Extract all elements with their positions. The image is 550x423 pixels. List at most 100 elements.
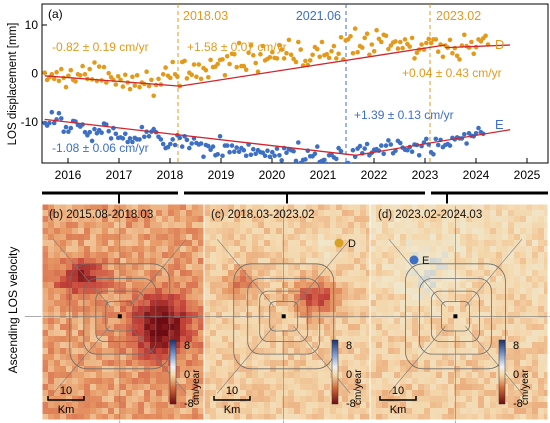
velocity-cell (204, 246, 210, 252)
data-point (352, 26, 358, 31)
data-point (447, 143, 453, 148)
velocity-cell (300, 390, 306, 396)
velocity-cell (294, 300, 300, 306)
velocity-cell (114, 396, 120, 402)
velocity-cell (180, 354, 186, 360)
velocity-cell (348, 258, 354, 264)
velocity-cell (150, 288, 156, 294)
velocity-cell (514, 348, 520, 354)
velocity-cell (228, 282, 234, 288)
data-point (196, 62, 202, 67)
velocity-cell (300, 414, 306, 420)
velocity-cell (336, 336, 342, 342)
map-panel-border (369, 203, 549, 421)
velocity-cell (270, 318, 276, 324)
velocity-cell (430, 252, 436, 258)
velocity-cell (342, 234, 348, 240)
velocity-cell (240, 330, 246, 336)
velocity-cell (132, 408, 138, 414)
velocity-cell (466, 282, 472, 288)
velocity-cell (418, 402, 424, 408)
velocity-cell (412, 240, 418, 246)
velocity-cell (330, 216, 336, 222)
velocity-cell (336, 390, 342, 396)
velocity-cell (400, 390, 406, 396)
velocity-cell (126, 342, 132, 348)
velocity-cell (436, 360, 442, 366)
velocity-cell (366, 378, 370, 384)
velocity-cell (354, 288, 360, 294)
velocity-cell (138, 270, 144, 276)
velocity-cell (108, 378, 114, 384)
velocity-cell (210, 348, 216, 354)
velocity-cell (114, 282, 120, 288)
velocity-cell (60, 336, 66, 342)
velocity-cell (424, 306, 430, 312)
velocity-cell (240, 312, 246, 318)
velocity-cell (150, 216, 156, 222)
velocity-cell (400, 414, 406, 420)
velocity-cell (180, 252, 186, 258)
velocity-cell (66, 204, 72, 210)
velocity-cell (382, 282, 388, 288)
velocity-cell (228, 390, 234, 396)
velocity-cell (394, 252, 400, 258)
radial-road (388, 325, 446, 394)
velocity-cell (312, 246, 318, 252)
velocity-cell (210, 246, 216, 252)
velocity-cell (78, 396, 84, 402)
velocity-cell (48, 306, 54, 312)
velocity-cell (282, 318, 288, 324)
velocity-cell (460, 276, 466, 282)
velocity-cell (138, 318, 144, 324)
velocity-cell (430, 246, 436, 252)
velocity-cell (544, 210, 548, 216)
velocity-cell (150, 270, 156, 276)
velocity-cell (466, 402, 472, 408)
velocity-cell (96, 312, 102, 318)
velocity-cell (126, 282, 132, 288)
velocity-cell (192, 258, 198, 264)
velocity-cell (144, 204, 150, 210)
velocity-cell (538, 264, 544, 270)
velocity-cell (400, 282, 406, 288)
velocity-cell (448, 252, 454, 258)
velocity-cell (114, 234, 120, 240)
velocity-cell (360, 252, 366, 258)
velocity-cell (168, 312, 174, 318)
velocity-cell (294, 240, 300, 246)
velocity-cell (222, 258, 228, 264)
velocity-cell (490, 366, 496, 372)
velocity-cell (282, 372, 288, 378)
velocity-cell (318, 408, 324, 414)
velocity-cell (360, 318, 366, 324)
velocity-cell (394, 348, 400, 354)
velocity-cell (198, 258, 204, 264)
velocity-cell (42, 336, 48, 342)
velocity-cell (484, 330, 490, 336)
velocity-cell (526, 384, 532, 390)
velocity-cell (42, 264, 48, 270)
velocity-cell (394, 294, 400, 300)
velocity-cell (246, 348, 252, 354)
data-point (210, 144, 216, 149)
velocity-cell (336, 264, 342, 270)
velocity-cell (508, 360, 514, 366)
velocity-cell (126, 396, 132, 402)
velocity-cell (138, 246, 144, 252)
velocity-cell (228, 324, 234, 330)
data-point (208, 147, 213, 152)
velocity-cell (394, 234, 400, 240)
velocity-cell (382, 402, 388, 408)
velocity-cell (436, 252, 442, 258)
velocity-cell (156, 300, 162, 306)
velocity-cell (508, 240, 514, 246)
data-point (215, 152, 220, 157)
velocity-cell (306, 384, 312, 390)
velocity-cell (366, 288, 370, 294)
velocity-cell (538, 396, 544, 402)
velocity-cell (526, 288, 532, 294)
velocity-cell (270, 252, 276, 258)
velocity-cell (312, 270, 318, 276)
data-point (348, 34, 353, 39)
